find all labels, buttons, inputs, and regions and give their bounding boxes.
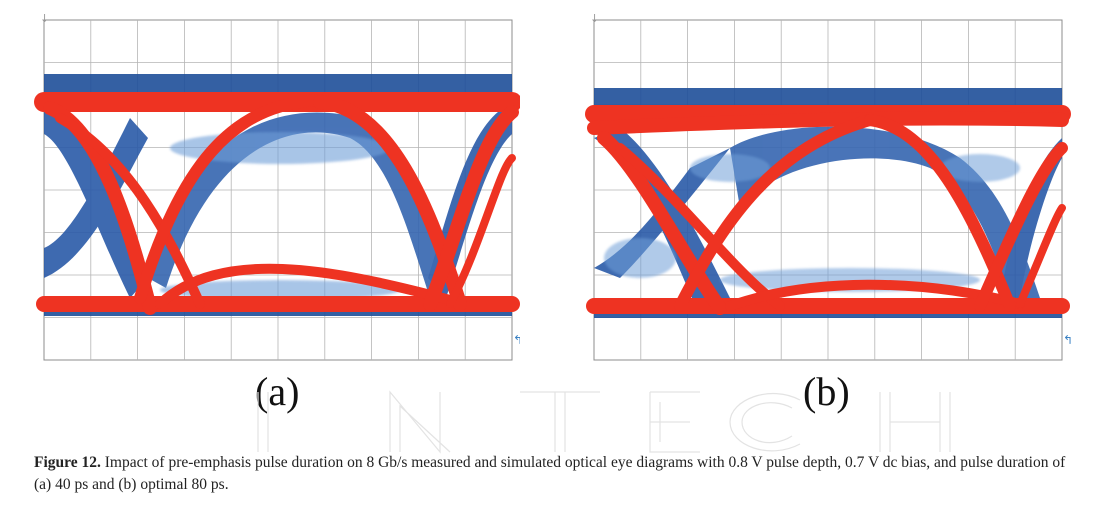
measured-eye-halo (160, 132, 400, 300)
simulated-eye (34, 92, 520, 315)
panel-label-a: (a) (255, 369, 300, 414)
simulated-eye (585, 105, 1071, 315)
panel-label-b: (b) (803, 369, 850, 414)
trigger-marker-icon: ↓ (40, 12, 49, 25)
figure-caption-label: Figure 12. (34, 454, 101, 471)
figure-caption: Figure 12. Impact of pre-emphasis pulse … (34, 452, 1068, 496)
trigger-marker-icon: ↓ (590, 12, 599, 25)
publisher-watermark (257, 390, 951, 454)
channel-marker-icon: ↰ (513, 333, 520, 347)
channel-marker-icon: ↰ (1063, 333, 1073, 347)
figure-caption-text: Impact of pre-emphasis pulse duration on… (34, 454, 1066, 493)
eye-diagram-a-plot: ↓ ↰ (34, 12, 520, 361)
eye-diagram-a: ↓ ↰ (30, 8, 520, 366)
eye-diagram-b: ↓ ↰ (580, 8, 1076, 366)
eye-diagram-b-plot: ↓ ↰ (585, 12, 1073, 361)
